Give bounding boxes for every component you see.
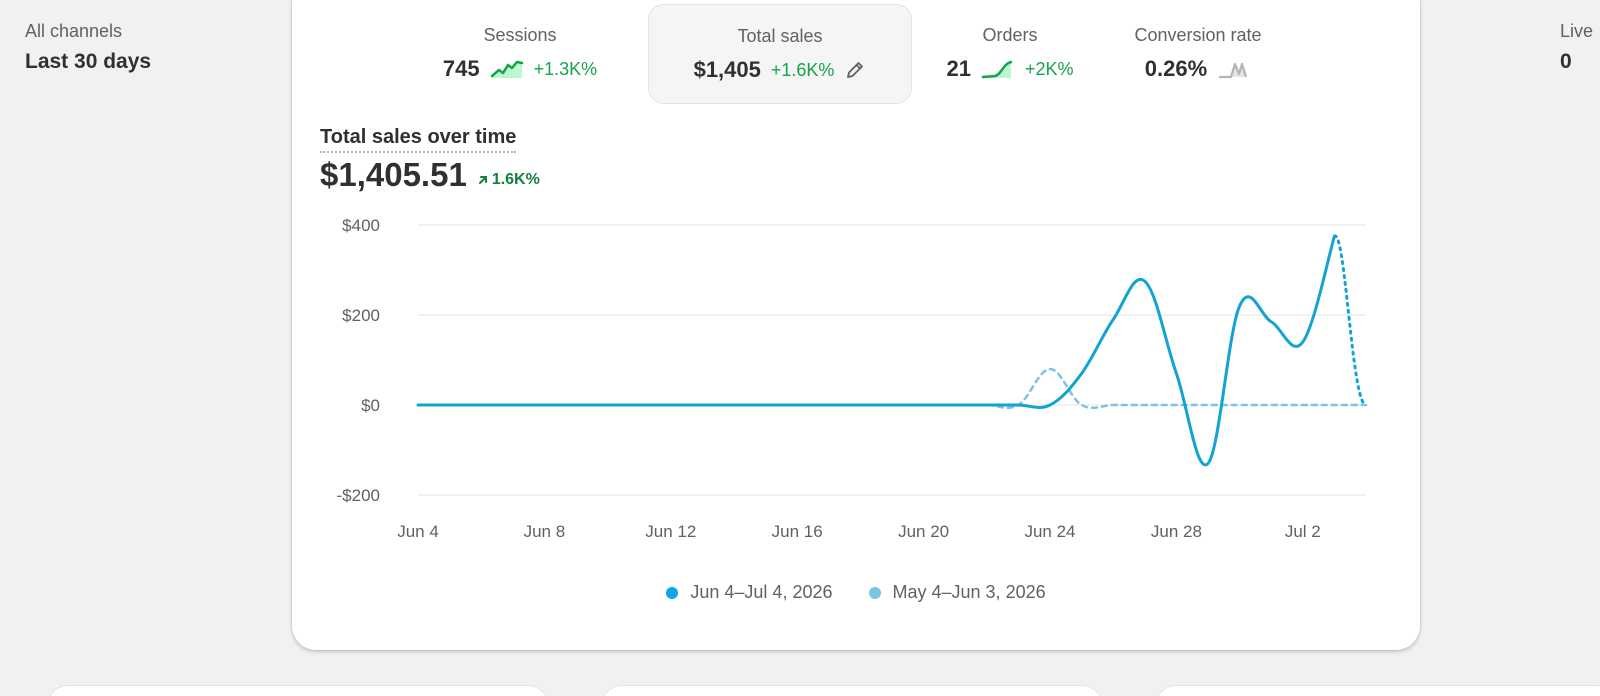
metric-change: +1.6K% [770,59,835,80]
legend-item-previous[interactable]: May 4–Jun 3, 2026 [868,582,1046,603]
legend-label: Jun 4–Jul 4, 2026 [690,582,833,602]
y-tick-label: $400 [342,216,380,235]
sparkline-up-icon [490,60,523,78]
metric-label: Sessions [483,25,557,45]
period-filter-label: Last 30 days [25,50,152,73]
x-tick-label: Jul 2 [1285,522,1321,541]
chart-total: $1,405.51 1.6K% [320,156,540,194]
x-tick-label: Jun 28 [1151,522,1202,541]
date-filter[interactable]: All channels Last 30 days [25,21,151,74]
sparkline-flat-icon [1219,62,1248,79]
metric-value: 0.26% [1144,56,1208,81]
chart-legend: Jun 4–Jul 4, 2026 May 4–Jun 3, 2026 [292,582,1420,603]
metric-sessions[interactable]: Sessions 745 +1.3K% [410,4,630,104]
metric-change: +2K% [1024,58,1074,79]
legend-dot [666,586,679,599]
x-tick-label: Jun 20 [898,522,949,541]
legend-item-current[interactable]: Jun 4–Jul 4, 2026 [666,582,833,603]
metric-value: $1,405 [693,57,761,82]
sales-overview-card: Sessions 745 +1.3K% Total sales $1,405 +… [292,0,1420,650]
metric-label: Total sales [737,26,823,46]
metric-label: Orders [982,25,1038,45]
chart-change-value: 1.6K% [491,171,540,188]
channel-filter-label: All channels [25,21,123,41]
live-label: Live [1560,21,1594,41]
series-line-current-partial [1332,234,1368,407]
x-tick-label: Jun 12 [645,522,696,541]
chart-title[interactable]: Total sales over time [320,126,517,153]
bottom-card [1156,686,1600,696]
bottom-card [48,686,548,696]
x-tick-label: Jun 4 [397,522,439,541]
live-value: 0 [1560,50,1572,73]
series-line-current [416,234,1336,467]
chart-total-value: $1,405.51 [320,156,467,193]
legend-label: May 4–Jun 3, 2026 [892,582,1046,602]
metric-orders[interactable]: Orders 21 +2K% [920,4,1100,104]
metric-conversion-rate[interactable]: Conversion rate 0.26% [1100,4,1296,104]
x-tick-label: Jun 8 [524,522,566,541]
metric-total-sales[interactable]: Total sales $1,405 +1.6K% [648,4,912,104]
chart-change-badge: 1.6K% [477,171,540,189]
x-tick-label: Jun 16 [772,522,823,541]
legend-dot [868,586,881,599]
metric-change: +1.3K% [533,58,598,79]
bottom-card [602,686,1102,696]
live-metric[interactable]: Live 0 [1560,21,1593,74]
sparkline-up-icon [981,60,1013,79]
x-tick-label: Jun 24 [1024,522,1075,541]
y-tick-label: -$200 [337,486,380,505]
arrow-up-right-icon [478,176,487,184]
y-tick-label: $200 [342,306,380,325]
y-tick-label: $0 [361,396,380,415]
sales-line-chart[interactable]: $400 $200 $0 -$200 Jun 4 Jun 8 Jun 12 Jun 16 Jun… [292,0,1420,580]
metric-value: 21 [946,56,971,81]
metric-label: Conversion rate [1134,25,1262,45]
pencil-icon[interactable] [844,59,866,81]
metric-value: 745 [442,56,480,81]
